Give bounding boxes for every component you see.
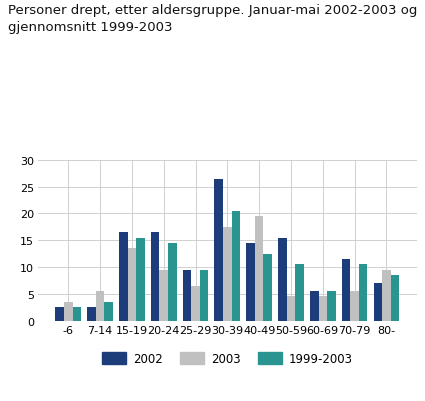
Bar — [159, 270, 168, 321]
Bar — [73, 308, 81, 321]
Legend: 2002, 2003, 1999-2003: 2002, 2003, 1999-2003 — [97, 348, 357, 370]
Bar — [350, 292, 359, 321]
Bar — [295, 265, 304, 321]
Bar — [327, 292, 336, 321]
Bar — [223, 227, 232, 321]
Bar — [278, 238, 287, 321]
Bar — [96, 292, 105, 321]
Bar — [287, 297, 295, 321]
Bar — [255, 217, 264, 321]
Bar — [391, 275, 399, 321]
Bar — [310, 292, 318, 321]
Bar — [128, 249, 136, 321]
Bar — [382, 270, 391, 321]
Bar — [342, 259, 350, 321]
Bar — [200, 270, 208, 321]
Bar — [191, 286, 200, 321]
Bar — [232, 211, 240, 321]
Bar — [359, 265, 368, 321]
Bar — [151, 233, 159, 321]
Text: Personer drept, etter aldersgruppe. Januar-mai 2002-2003 og
gjennomsnitt 1999-20: Personer drept, etter aldersgruppe. Janu… — [8, 4, 418, 34]
Bar — [119, 233, 128, 321]
Bar — [318, 297, 327, 321]
Bar — [105, 302, 113, 321]
Bar — [215, 179, 223, 321]
Bar — [55, 308, 64, 321]
Bar — [264, 254, 272, 321]
Bar — [374, 284, 382, 321]
Bar — [183, 270, 191, 321]
Bar — [64, 302, 73, 321]
Bar — [87, 308, 96, 321]
Bar — [168, 243, 177, 321]
Bar — [136, 238, 145, 321]
Bar — [246, 243, 255, 321]
